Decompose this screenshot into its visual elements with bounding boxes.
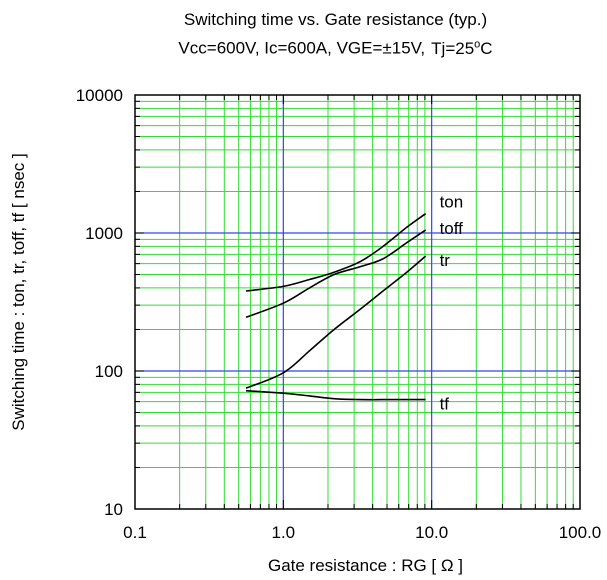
y-tick-label: 10000: [76, 86, 123, 105]
x-tick-label: 10.0: [415, 523, 448, 542]
subtitle-tj-prefix: Tj=25: [431, 38, 475, 58]
subtitle-tj-degree: o: [474, 38, 481, 50]
series-label-tr: tr: [440, 251, 451, 270]
series-line-toff: [245, 229, 427, 319]
y-axis-label: Switching time : ton, tr, toff, tf [ nse…: [9, 153, 28, 430]
chart-title: Switching time vs. Gate resistance (typ.…: [183, 10, 488, 29]
x-tick-label: 0.1: [123, 523, 147, 542]
x-tick-label: 100.0: [559, 523, 602, 542]
series-line-tr: [245, 255, 427, 389]
plot-grid: [135, 95, 580, 509]
plot-frame: [134, 94, 581, 510]
chart-subtitle-conditions: Vcc=600V, Ic=600A, VGE=±15V,: [178, 38, 426, 58]
axis-ticks: [134, 94, 581, 510]
axis-tick-labels: 0.1 1.0 10.0 100.0 10 100 1000 10000: [76, 86, 602, 542]
subtitle-tj-unit: C: [480, 38, 493, 58]
x-axis-label: Gate resistance : RG [ Ω ]: [268, 556, 463, 575]
chart-subtitle: Vcc=600V, Ic=600A, VGE=±15V, Tj=25oC: [32, 38, 607, 59]
series-label-toff: toff: [440, 219, 464, 238]
series-line-ton: [245, 213, 427, 292]
chart-subtitle-temperature: Tj=25oC: [431, 38, 493, 58]
y-tick-label: 1000: [85, 224, 123, 243]
x-tick-label: 1.0: [272, 523, 296, 542]
series-group: ton toff tr tf: [245, 193, 464, 414]
y-tick-label: 100: [95, 362, 123, 381]
series-label-tf: tf: [440, 395, 450, 414]
series-line-tf: [245, 389, 426, 401]
y-tick-label: 10: [104, 500, 123, 519]
series-label-ton: ton: [440, 193, 464, 212]
